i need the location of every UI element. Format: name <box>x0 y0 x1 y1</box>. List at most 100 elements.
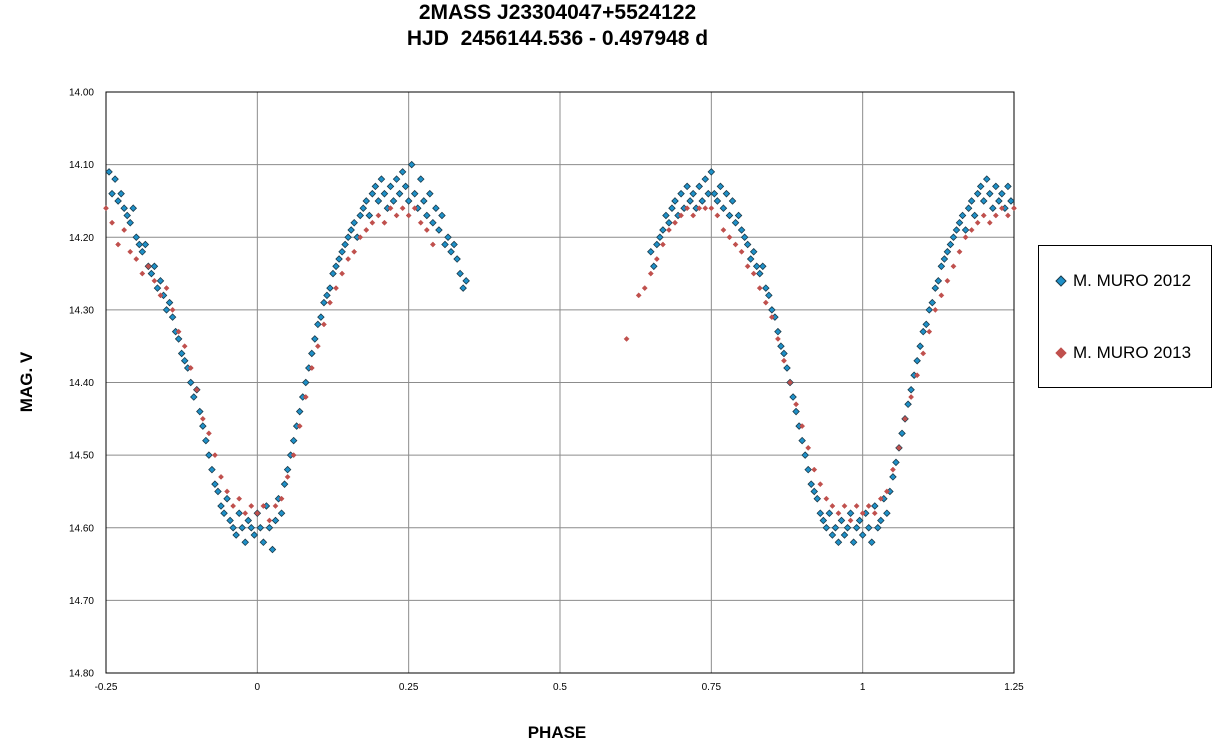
data-point-2013 <box>405 212 412 219</box>
data-point-2013 <box>896 444 902 451</box>
data-point-2013 <box>248 503 255 509</box>
data-point-2012 <box>347 226 355 234</box>
data-point-2012 <box>132 233 141 242</box>
data-point-2012 <box>907 385 915 394</box>
data-point-2012 <box>725 211 734 220</box>
data-point-2012 <box>186 378 195 387</box>
data-point-2013 <box>762 299 769 306</box>
data-point-2012 <box>871 502 879 510</box>
data-point-2013 <box>181 343 188 350</box>
data-point-2012 <box>807 480 815 488</box>
chart-title: 2MASS J23304047+5524122 <box>418 1 697 24</box>
data-point-2012 <box>813 494 822 503</box>
data-point-2012 <box>423 211 431 220</box>
data-point-2013 <box>962 234 969 241</box>
data-point-2012 <box>389 197 398 205</box>
data-point-2012 <box>952 226 961 234</box>
data-point-2012 <box>737 226 746 234</box>
data-point-2012 <box>998 189 1006 198</box>
data-point-2012 <box>877 516 885 525</box>
data-point-2013 <box>732 241 739 248</box>
data-point-2012 <box>156 277 165 285</box>
data-point-2012 <box>731 218 740 227</box>
y-tick-label: 14.30 <box>69 305 94 316</box>
data-point-2012 <box>704 189 713 198</box>
data-point-2013 <box>950 263 957 270</box>
data-point-2012 <box>338 248 346 256</box>
data-point-2013 <box>799 423 806 430</box>
data-point-2012 <box>677 189 685 198</box>
data-point-2012 <box>904 400 912 409</box>
data-point-2012 <box>837 516 846 525</box>
data-point-2012 <box>429 218 437 227</box>
data-point-2013 <box>859 510 866 517</box>
data-point-2012 <box>217 502 225 510</box>
data-point-2012 <box>238 523 246 532</box>
data-point-2013 <box>938 292 945 299</box>
y-tick-label: 14.00 <box>69 88 94 99</box>
data-point-2013 <box>647 270 654 277</box>
data-point-2012 <box>329 269 337 278</box>
data-point-2012 <box>126 218 134 227</box>
data-point-2012 <box>798 436 806 445</box>
grid <box>105 91 1015 674</box>
data-point-2013 <box>986 219 993 226</box>
data-point-2012 <box>447 248 455 256</box>
data-point-2013 <box>914 372 921 379</box>
data-point-2012 <box>928 298 937 307</box>
data-point-2012 <box>765 291 773 300</box>
data-point-2012 <box>834 538 843 547</box>
data-point-2013 <box>956 248 963 255</box>
data-point-2013 <box>883 488 890 495</box>
y-tick-label: 14.10 <box>69 160 94 171</box>
data-point-2013 <box>236 495 243 502</box>
legend: M. MURO 2012 M. MURO 2013 <box>1038 245 1212 388</box>
data-point-2012 <box>934 277 943 285</box>
data-point-2012 <box>949 233 958 242</box>
data-point-2012 <box>940 255 949 263</box>
x-axis-label: PHASE <box>528 723 587 742</box>
data-point-2012 <box>804 465 812 474</box>
data-point-2012 <box>889 473 897 481</box>
data-point-2012 <box>855 516 864 525</box>
data-point-2013 <box>902 415 908 422</box>
data-point-2012 <box>259 538 268 547</box>
data-point-2013 <box>998 205 1005 212</box>
data-point-2013 <box>351 248 358 255</box>
data-point-2012 <box>398 168 407 176</box>
data-point-2012 <box>992 182 1000 191</box>
data-point-2012 <box>958 211 967 220</box>
data-point-2012 <box>989 204 997 212</box>
data-point-2012 <box>165 298 174 307</box>
data-point-2012 <box>892 458 900 467</box>
data-point-2013 <box>103 205 109 212</box>
data-point-2012 <box>650 262 658 271</box>
data-point-2012 <box>417 175 425 183</box>
data-point-2012 <box>686 197 694 205</box>
x-tick-label: 0.25 <box>399 682 419 693</box>
data-point-2012 <box>768 306 776 314</box>
data-point-2012 <box>168 313 177 321</box>
data-point-2012 <box>401 182 410 191</box>
data-point-2013 <box>393 212 400 219</box>
data-point-2013 <box>375 212 382 219</box>
data-point-2012 <box>883 509 891 517</box>
data-point-2013 <box>260 503 267 509</box>
data-point-2013 <box>345 256 352 262</box>
data-point-2012 <box>244 516 253 525</box>
data-point-2012 <box>683 182 691 191</box>
data-point-2012 <box>752 262 761 271</box>
data-point-2012 <box>713 197 722 205</box>
data-point-2012 <box>792 407 800 416</box>
data-point-2012 <box>925 306 934 314</box>
data-point-2012 <box>362 197 371 205</box>
data-point-2012 <box>734 211 743 220</box>
data-point-2012 <box>153 284 162 292</box>
legend-item-2013: M. MURO 2013 <box>1055 342 1191 364</box>
data-point-2012 <box>199 422 207 430</box>
data-point-2013 <box>1011 205 1017 212</box>
data-point-2013 <box>684 205 691 212</box>
data-point-2012 <box>277 509 286 517</box>
data-point-2012 <box>982 175 991 183</box>
data-point-2013 <box>672 219 678 226</box>
